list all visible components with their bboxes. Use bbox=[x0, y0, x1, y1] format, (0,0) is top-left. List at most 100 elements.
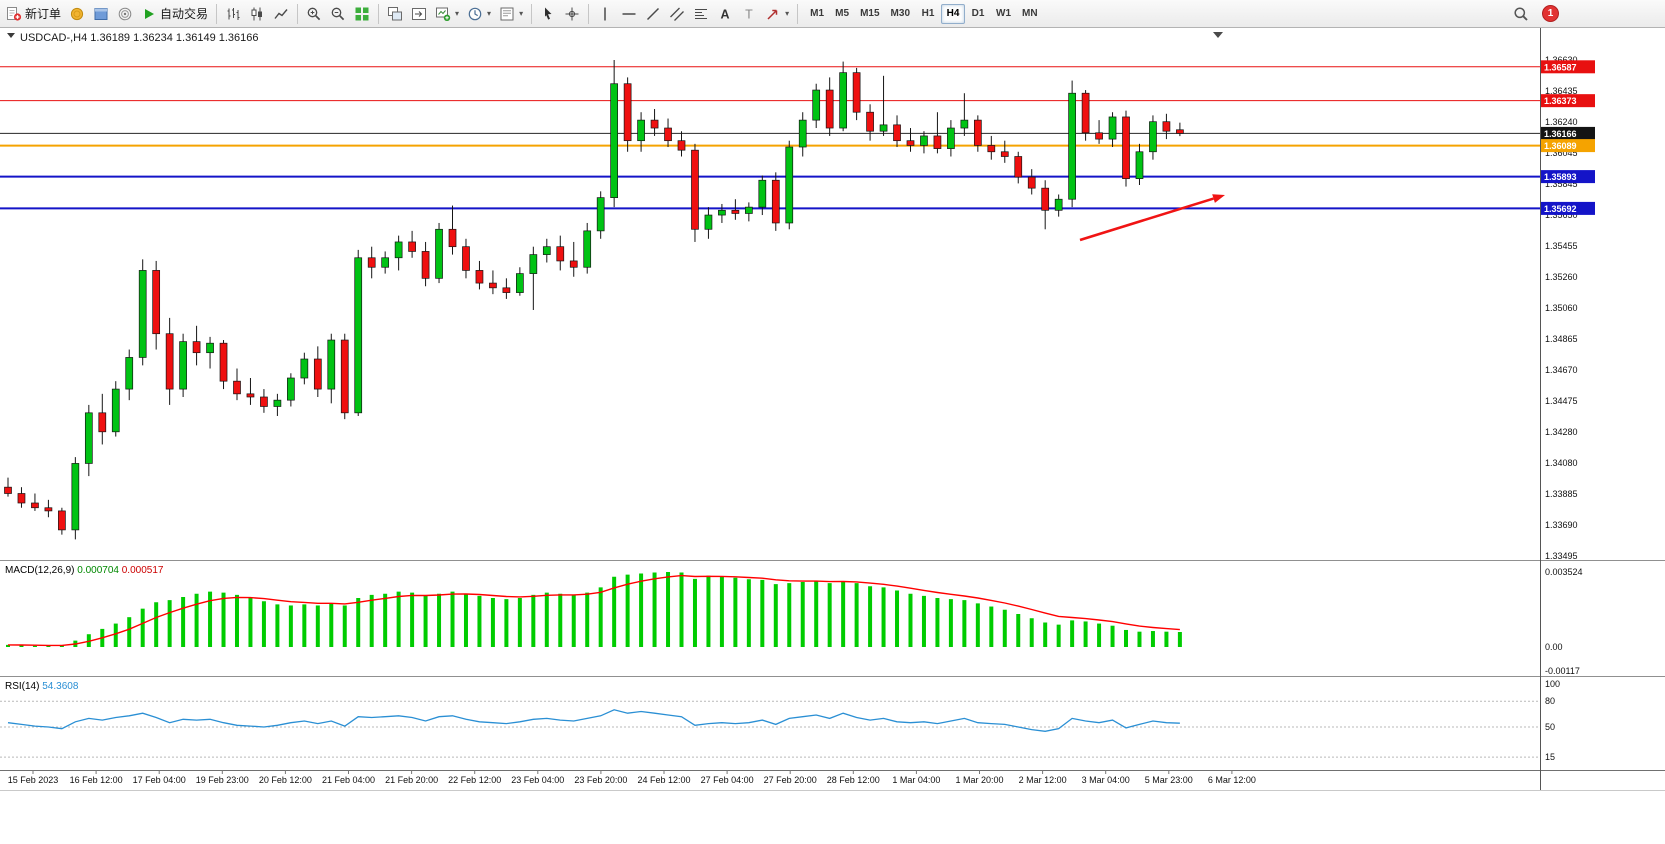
label-button[interactable]: T bbox=[737, 2, 761, 26]
templates-button[interactable]: ▾ bbox=[495, 2, 527, 26]
zoom-in-icon bbox=[306, 6, 322, 22]
cursor-button[interactable] bbox=[536, 2, 560, 26]
timeframe-button-h4[interactable]: H4 bbox=[941, 3, 965, 24]
fibonacci-button[interactable] bbox=[689, 2, 713, 26]
macd-axis-label: 0.00 bbox=[1545, 642, 1563, 652]
candle-down bbox=[691, 143, 699, 242]
autotrading-button[interactable]: 自动交易 bbox=[137, 2, 212, 26]
chart-title: USDCAD-,H4 1.36189 1.36234 1.36149 1.361… bbox=[20, 32, 259, 44]
price-axis-label: 1.36435 bbox=[1545, 86, 1578, 96]
timeframe-button-d1[interactable]: D1 bbox=[966, 4, 990, 24]
price-badge bbox=[1541, 201, 1595, 215]
price-badge bbox=[1541, 170, 1595, 184]
rsi-axis-label: 100 bbox=[1545, 679, 1560, 689]
annotation-arrow-line[interactable] bbox=[1079, 197, 1214, 242]
time-axis-label: 20 Feb 12:00 bbox=[259, 775, 312, 785]
one-click-trading-toggle[interactable] bbox=[7, 33, 15, 38]
price-axis-label: 1.35455 bbox=[1545, 241, 1578, 251]
zoom-in-button[interactable] bbox=[302, 2, 326, 26]
candle-up bbox=[610, 60, 619, 208]
time-axis-label: 2 Mar 12:00 bbox=[1019, 775, 1067, 785]
timeframe-button-m1[interactable]: M1 bbox=[805, 4, 829, 24]
candle-down bbox=[1081, 90, 1090, 141]
macd-signal-line bbox=[7, 574, 1180, 647]
candle-down bbox=[502, 278, 511, 299]
tile-windows-icon bbox=[354, 6, 370, 22]
channel-button[interactable] bbox=[665, 2, 689, 26]
candle-up bbox=[812, 83, 821, 129]
candle-up bbox=[542, 238, 551, 263]
text-button[interactable]: A bbox=[713, 2, 737, 26]
tile-windows-button[interactable] bbox=[350, 2, 374, 26]
timeframe-button-h1[interactable]: H1 bbox=[916, 4, 940, 24]
toolbar: 新订单 自动交易 ▾ ▾ ▾ A T ▾ M1 M5 M15 M30 H1 H4 D1 W1 MN 1 bbox=[0, 0, 1665, 28]
candle-down bbox=[933, 112, 942, 154]
candle-up bbox=[920, 131, 928, 154]
new-order-button[interactable]: 新订单 bbox=[2, 2, 65, 26]
crosshair-button[interactable] bbox=[560, 2, 584, 26]
crosshair-icon bbox=[564, 6, 580, 22]
candle-up bbox=[1068, 80, 1076, 208]
timeframe-button-w1[interactable]: W1 bbox=[991, 4, 1016, 24]
macd-axis-label: 0.003524 bbox=[1545, 567, 1583, 577]
price-badge bbox=[1541, 126, 1595, 140]
navigator-button[interactable] bbox=[89, 2, 113, 26]
timeframe-button-m5[interactable]: M5 bbox=[830, 4, 854, 24]
candle-down bbox=[408, 230, 416, 258]
candle-up bbox=[758, 175, 767, 216]
terminal-icon bbox=[117, 6, 133, 22]
timeframe-button-m30[interactable]: M30 bbox=[886, 4, 915, 24]
candle-down bbox=[1027, 169, 1036, 195]
search-button[interactable] bbox=[1509, 2, 1533, 26]
time-axis-label: 28 Feb 12:00 bbox=[827, 775, 880, 785]
price-axis-label: 1.36240 bbox=[1545, 117, 1578, 127]
toolbar-separator bbox=[297, 3, 299, 24]
candle-down bbox=[677, 131, 686, 157]
candle-down bbox=[1041, 180, 1050, 230]
candle-down bbox=[556, 235, 565, 271]
bar-chart-icon bbox=[225, 6, 241, 22]
timeframe-group: M1 M5 M15 M30 H1 H4 D1 W1 MN bbox=[805, 3, 1043, 24]
candle-up bbox=[327, 333, 336, 404]
new-chart-button[interactable]: ▾ bbox=[431, 2, 463, 26]
auto-arrange-button[interactable] bbox=[383, 2, 407, 26]
notifications-badge[interactable]: 1 bbox=[1542, 5, 1559, 22]
candlestick-chart-button[interactable] bbox=[245, 2, 269, 26]
chart-shift-marker[interactable] bbox=[1213, 32, 1223, 38]
navigator-icon bbox=[93, 6, 109, 22]
candle-up bbox=[435, 222, 443, 284]
price-badge bbox=[1541, 94, 1595, 108]
chart-shift-button[interactable] bbox=[407, 2, 431, 26]
trendline-button[interactable] bbox=[641, 2, 665, 26]
rsi-axis-label: 50 bbox=[1545, 722, 1555, 732]
candle-down bbox=[866, 104, 874, 141]
arrows-button[interactable]: ▾ bbox=[761, 2, 793, 26]
horizontal-line-button[interactable] bbox=[617, 2, 641, 26]
market-watch-button[interactable] bbox=[65, 2, 89, 26]
candle-down bbox=[1000, 140, 1009, 163]
template-icon bbox=[499, 6, 515, 22]
dropdown-arrow-icon: ▾ bbox=[785, 9, 790, 18]
timeframe-button-mn[interactable]: MN bbox=[1017, 4, 1043, 24]
toolbar-separator bbox=[531, 3, 533, 24]
candle-up bbox=[71, 457, 80, 540]
candle-up bbox=[637, 112, 645, 152]
vertical-line-icon bbox=[597, 6, 613, 22]
annotation-arrow-head[interactable] bbox=[1212, 194, 1225, 203]
price-axis-label: 1.35845 bbox=[1545, 179, 1578, 189]
timeframe-button-m15[interactable]: M15 bbox=[855, 4, 884, 24]
line-chart-button[interactable] bbox=[269, 2, 293, 26]
candle-down bbox=[664, 118, 672, 148]
terminal-button[interactable] bbox=[113, 2, 137, 26]
dropdown-arrow-icon: ▾ bbox=[487, 9, 492, 18]
candle-up bbox=[381, 251, 390, 274]
arrow-shape-icon bbox=[765, 6, 781, 22]
time-axis-label: 21 Feb 20:00 bbox=[385, 775, 438, 785]
dropdown-arrow-icon: ▾ bbox=[519, 9, 524, 18]
bar-chart-button[interactable] bbox=[221, 2, 245, 26]
zoom-out-button[interactable] bbox=[326, 2, 350, 26]
candle-down bbox=[987, 135, 996, 160]
cursor-icon bbox=[540, 6, 556, 22]
vertical-line-button[interactable] bbox=[593, 2, 617, 26]
periods-button[interactable]: ▾ bbox=[463, 2, 495, 26]
